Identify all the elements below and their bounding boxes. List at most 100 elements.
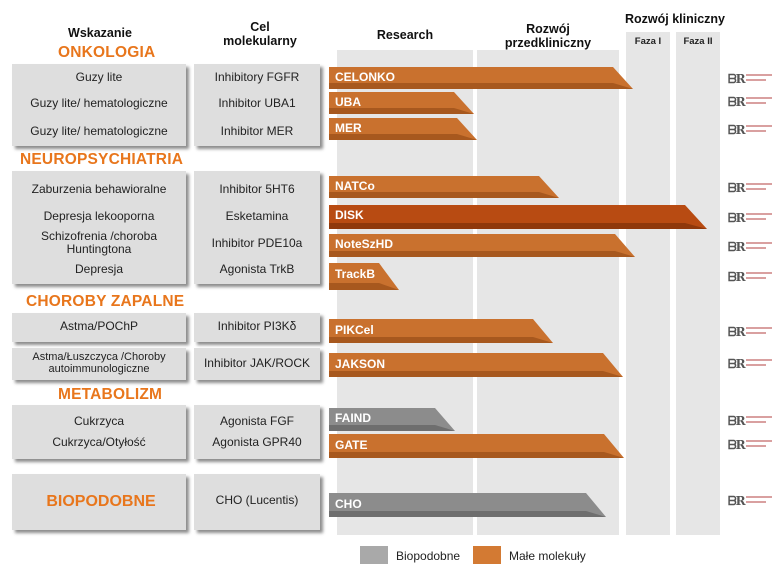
- bar-shape: [329, 263, 399, 290]
- bar-shape: [329, 408, 455, 431]
- logo-mark: ᗷR: [728, 123, 746, 137]
- legend-swatch-small-molecules: [473, 546, 501, 564]
- section-metabolism: METABOLIZM: [58, 386, 163, 403]
- bar-shape: [329, 118, 477, 140]
- inflammatory-indication-box-2: [12, 348, 186, 380]
- target-cell: Agonista TrkB: [219, 262, 295, 276]
- stage-column-phase1: [626, 32, 670, 535]
- bar-label: DISK: [335, 208, 364, 222]
- target-cell: Inhibitor UBA1: [218, 96, 296, 110]
- neuro-indication-box: [12, 171, 186, 284]
- target-cell: Esketamina: [225, 209, 289, 223]
- target-cell: Inhibitor 5HT6: [219, 182, 295, 196]
- indication-text: Schizofrenia /choroba Huntingtona: [40, 229, 158, 256]
- partner-logo: ᗷR: [728, 494, 774, 510]
- target-cell: CHO (Lucentis): [215, 493, 299, 507]
- partner-logo: ᗷR: [728, 95, 774, 111]
- indication-cell: Guzy lite/ hematologiczne: [30, 96, 168, 110]
- logo-mark: ᗷR: [728, 72, 746, 86]
- neuro-target-box: [194, 171, 320, 284]
- logo-mark: ᗷR: [728, 181, 746, 195]
- header-target: Cel molekularny: [200, 20, 320, 48]
- partner-logo: ᗷR: [728, 357, 774, 373]
- bar-label: NoteSzHD: [335, 237, 394, 251]
- indication-cell: Astma/Łuszczyca /Choroby autoimmunologic…: [12, 351, 186, 375]
- logo-mark: ᗷR: [728, 438, 746, 452]
- partner-logo: ᗷR: [728, 211, 774, 227]
- partner-logo: ᗷR: [728, 240, 774, 256]
- inflammatory-target-box-1: [194, 313, 320, 342]
- bar-shape: [329, 319, 553, 343]
- bar-shape: [329, 92, 474, 114]
- indication-cell: Zaburzenia behawioralne: [31, 182, 167, 196]
- legend-label-biosimilar: Biopodobne: [396, 549, 461, 563]
- pipeline-bar-trackb: TrackB: [329, 263, 399, 290]
- logo-mark: ᗷR: [728, 95, 746, 109]
- header-preclinical: Rozwój przedkliniczny: [478, 22, 618, 50]
- target-cell: Inhibitor PI3Kδ: [217, 319, 297, 333]
- indication-cell: Cukrzyca: [73, 414, 124, 428]
- pipeline-bar-disk: DISK: [329, 205, 707, 229]
- bar-shape: [329, 67, 633, 89]
- indication-cell: Depresja lekooporna: [43, 209, 155, 223]
- bar-label: PIKCel: [335, 323, 374, 337]
- indication-cell: Astma/POChP: [59, 319, 139, 333]
- bar-label: GATE: [335, 438, 368, 452]
- pipeline-bar-jakson: JAKSON: [329, 353, 623, 377]
- bar-shape: [329, 176, 559, 198]
- biosimilar-target-box: [194, 474, 320, 530]
- header-preclinical-text: Rozwój przedkliniczny: [504, 22, 592, 50]
- oncology-indication-box: [12, 64, 186, 146]
- target-cell: Inhibitory FGFR: [214, 70, 300, 84]
- indication-cell: Guzy lite: [75, 70, 123, 84]
- bar-label: CELONKO: [335, 70, 395, 84]
- logo-mark: ᗷR: [728, 494, 746, 508]
- bar-label: MER: [335, 121, 362, 135]
- logo-mark: ᗷR: [728, 414, 746, 428]
- logo-mark: ᗷR: [728, 357, 746, 371]
- header-indication: Wskazanie: [68, 26, 132, 40]
- bar-shape: [329, 353, 623, 377]
- pipeline-bar-faind: FAIND: [329, 408, 455, 431]
- indication-cell: Guzy lite/ hematologiczne: [30, 124, 168, 138]
- pipeline-bar-uba: UBA: [329, 92, 474, 114]
- legend-label-small-molecules: Małe molekuły: [509, 549, 586, 563]
- target-cell: Agonista GPR40: [212, 435, 302, 449]
- indication-text: Astma/Łuszczyca /Choroby autoimmunologic…: [32, 351, 166, 375]
- partner-logo: ᗷR: [728, 414, 774, 430]
- inflammatory-target-box-2: [194, 348, 320, 380]
- bar-label: JAKSON: [335, 357, 386, 371]
- logo-mark: ᗷR: [728, 240, 746, 254]
- section-inflammatory: CHOROBY ZAPALNE: [26, 293, 185, 310]
- metabolism-indication-box: [12, 405, 186, 459]
- oncology-target-box: [194, 64, 320, 146]
- target-cell: Agonista FGF: [219, 414, 295, 428]
- pipeline-bar-gate: GATE: [329, 434, 624, 458]
- pipeline-bar-celonko: CELONKO: [329, 67, 633, 89]
- bar-label: FAIND: [335, 411, 371, 425]
- bar-label: CHO: [335, 497, 362, 511]
- indication-cell: Cukrzyca/Otyłość: [52, 435, 146, 449]
- bar-shape: [329, 234, 635, 257]
- partner-logo: ᗷR: [728, 438, 774, 454]
- bar-label: NATCo: [335, 179, 375, 193]
- section-oncology: ONKOLOGIA: [58, 44, 156, 61]
- inflammatory-indication-box-1: [12, 313, 186, 342]
- logo-mark: ᗷR: [728, 270, 746, 284]
- section-biosimilars: BIOPODOBNE: [46, 493, 156, 510]
- metabolism-target-box: [194, 405, 320, 459]
- partner-logo: ᗷR: [728, 325, 774, 341]
- header-research: Research: [376, 28, 434, 42]
- target-cell: Inhibitor MER: [220, 124, 294, 138]
- partner-logo: ᗷR: [728, 72, 774, 88]
- pipeline-bar-cho: CHO: [329, 493, 606, 517]
- stage-column-preclinical: [477, 50, 619, 535]
- partner-logo: ᗷR: [728, 123, 774, 139]
- target-cell: Inhibitor JAK/ROCK: [203, 356, 311, 370]
- partner-logo: ᗷR: [728, 181, 774, 197]
- partner-logo: ᗷR: [728, 270, 774, 286]
- bar-shape: [329, 434, 624, 458]
- section-neuropsychiatry: NEUROPSYCHIATRIA: [20, 151, 184, 168]
- bar-shape: [329, 205, 707, 229]
- target-cell: Inhibitor PDE10a: [211, 236, 303, 250]
